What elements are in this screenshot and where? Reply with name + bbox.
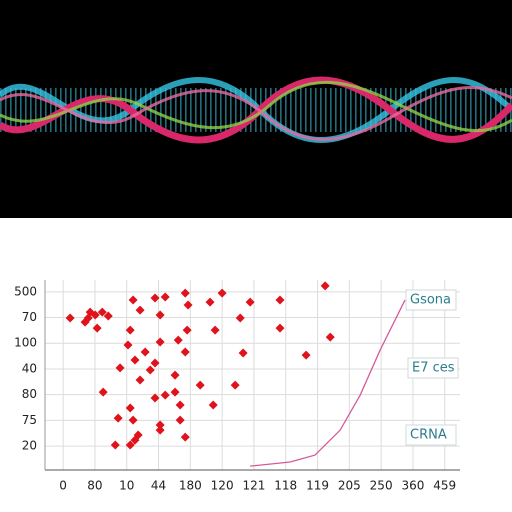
scatter-point — [135, 375, 145, 385]
y-tick-label: 80 — [22, 387, 37, 401]
scatter-point — [128, 295, 138, 305]
scatter-point — [140, 347, 150, 357]
y-tick-label: 75 — [22, 413, 37, 427]
scatter-point — [155, 420, 165, 430]
scatter-point — [135, 305, 145, 315]
scatter-point — [65, 313, 75, 323]
scatter-point — [155, 425, 165, 435]
scatter-point — [245, 297, 255, 307]
x-tick-label: 205 — [338, 479, 361, 493]
trend-line — [250, 299, 406, 467]
scatter-point — [113, 413, 123, 423]
dna-banner — [0, 0, 512, 218]
scatter-point — [301, 350, 311, 360]
scatter-point — [110, 440, 120, 450]
scatter-point — [175, 415, 185, 425]
annotation-box — [405, 424, 457, 446]
annotation: Gsona — [410, 293, 451, 308]
x-tick-label: 0 — [59, 479, 67, 493]
y-tick-label: 70 — [22, 310, 37, 324]
scatter-point — [123, 340, 133, 350]
scatter-point — [150, 393, 160, 403]
annotation-box — [405, 289, 457, 311]
scatter-point — [238, 348, 248, 358]
scatter-point — [180, 432, 190, 442]
scatter-point — [170, 370, 180, 380]
scatter-point — [125, 403, 135, 413]
scatter-point — [83, 313, 93, 323]
x-tick-label: 118 — [274, 479, 297, 493]
plot: 20 75 80 40 100 70 500 0 80 10 44 180 120 121 118 119 20… — [14, 280, 460, 493]
scatter-point — [235, 313, 245, 323]
scatter-point — [195, 380, 205, 390]
scatter-point — [180, 347, 190, 357]
y-tick-label: 100 — [14, 336, 37, 350]
x-tick-label: 80 — [87, 479, 102, 493]
x-tick-label: 459 — [433, 479, 456, 493]
x-tick-label: 121 — [242, 479, 265, 493]
scatter-point — [170, 387, 180, 397]
y-tick-label: 500 — [14, 284, 37, 298]
scatter-point — [217, 288, 227, 298]
scatter-point — [145, 365, 155, 375]
annotation-box — [407, 357, 459, 379]
x-tick-label: 120 — [211, 479, 234, 493]
scatter-point — [275, 295, 285, 305]
scatter-point — [183, 300, 193, 310]
scatter-point — [320, 281, 330, 291]
y-tick-label: 40 — [22, 361, 37, 375]
y-tick-label: 20 — [22, 439, 37, 453]
scatter-point — [125, 440, 135, 450]
annotation: CRNA — [410, 428, 447, 443]
scatter-point — [275, 323, 285, 333]
x-tick-label: 10 — [119, 479, 134, 493]
scatter-point — [97, 307, 107, 317]
scatter-point — [125, 325, 135, 335]
scatter-point — [205, 297, 215, 307]
x-tick-label: 250 — [370, 479, 393, 493]
scatter-point — [130, 355, 140, 365]
scatter-point — [155, 337, 165, 347]
annotation: E7 ces — [412, 361, 455, 376]
scatter-point — [150, 293, 160, 303]
scatter-point — [103, 311, 113, 321]
x-tick-label: 180 — [179, 479, 202, 493]
x-tick-label: 44 — [151, 479, 166, 493]
scatter-point — [182, 325, 192, 335]
scatter-point — [175, 400, 185, 410]
scatter-point — [160, 390, 170, 400]
scatter-point — [160, 292, 170, 302]
scatter-point — [98, 387, 108, 397]
scatter-point — [92, 323, 102, 333]
scatter-point — [155, 310, 165, 320]
x-tick-label: 360 — [401, 479, 424, 493]
scatter-point — [150, 358, 160, 368]
scatter-point — [115, 363, 125, 373]
scatter-point — [208, 400, 218, 410]
scatter-point — [128, 415, 138, 425]
scatter-point — [90, 310, 100, 320]
scatter-point — [210, 325, 220, 335]
scatter-point — [230, 380, 240, 390]
scatter-point — [173, 335, 183, 345]
x-tick-label: 119 — [306, 479, 329, 493]
scatter-point — [133, 430, 143, 440]
scatter-point — [180, 288, 190, 298]
scatter-point — [325, 332, 335, 342]
